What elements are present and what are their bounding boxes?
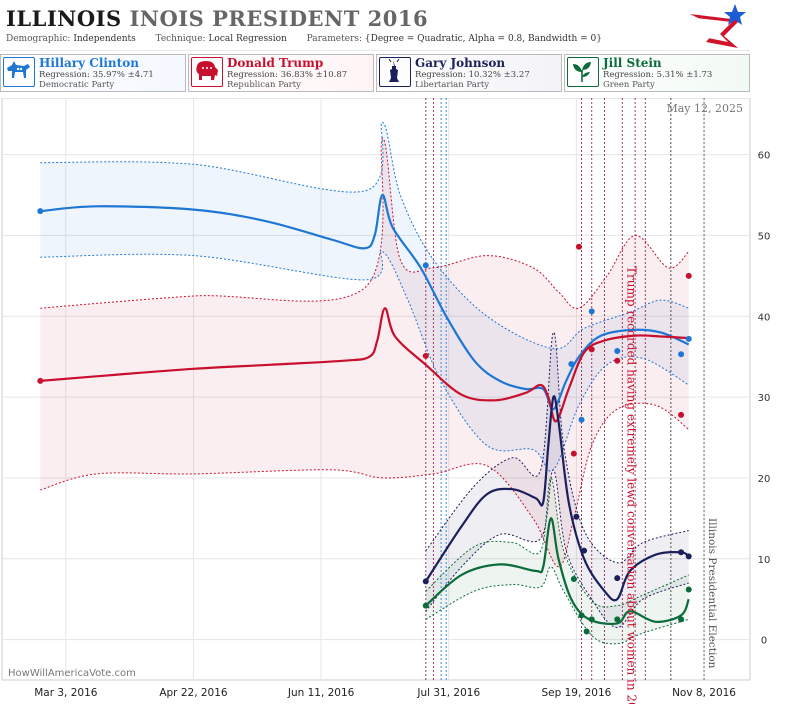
poll-point xyxy=(570,450,577,457)
candidate-name: Hillary Clinton xyxy=(39,56,139,70)
candidate-name: Jill Stein xyxy=(603,56,662,70)
upper-band-edge xyxy=(40,121,689,350)
legend-candidate-stein[interactable]: Jill Stein Regression: 5.31% ±1.73 Green… xyxy=(564,54,750,92)
annotation-election: Illinois Presidential Election xyxy=(706,518,718,669)
y-tick-label: 30 xyxy=(758,393,771,404)
poll-point xyxy=(588,308,595,315)
poll-point xyxy=(578,416,585,423)
parameters-key: Parameters: xyxy=(306,34,363,44)
poll-point xyxy=(422,602,429,609)
upper-band-edge xyxy=(425,331,689,564)
candidate-party: Republican Party xyxy=(227,80,301,90)
x-tick-label: Sep 19, 2016 xyxy=(541,687,611,699)
donkey-icon xyxy=(3,57,35,87)
legend-candidate-clinton[interactable]: Hillary Clinton Regression: 35.97% ±4.71… xyxy=(0,54,186,92)
x-tick-label: Apr 22, 2016 xyxy=(159,687,228,699)
plot-frame xyxy=(1,97,751,681)
poll-point xyxy=(614,616,621,623)
technique-value: Local Regression xyxy=(208,34,287,44)
x-tick-label: Jul 31, 2016 xyxy=(416,687,480,699)
candidate-name: Gary Johnson xyxy=(415,56,506,70)
demographic-value: Independents xyxy=(73,34,136,44)
x-tick-label: Nov 8, 2016 xyxy=(672,687,736,699)
poll-point xyxy=(588,346,595,353)
poll-point xyxy=(678,616,685,623)
trend-line xyxy=(424,395,690,602)
poll-point xyxy=(588,616,595,623)
candidate-party: Democratic Party xyxy=(39,80,115,90)
confidence-band xyxy=(40,138,689,567)
upper-band-edge xyxy=(40,137,690,310)
y-tick-label: 40 xyxy=(758,312,771,323)
plant-icon xyxy=(567,57,599,87)
poll-point xyxy=(568,360,575,367)
x-tick-label: Jun 11, 2016 xyxy=(287,687,355,699)
confidence-band xyxy=(425,477,689,644)
poll-point xyxy=(678,411,685,418)
trend-line xyxy=(40,193,690,411)
candidate-party: Green Party xyxy=(603,80,655,90)
y-tick-label: 10 xyxy=(758,555,771,566)
y-tick-label: 50 xyxy=(758,231,771,242)
poll-point xyxy=(583,628,590,635)
parameters-line: Demographic: Independents Technique: Loc… xyxy=(6,34,602,44)
candidate-regression: Regression: 10.32% ±3.27 xyxy=(415,70,530,80)
poll-point xyxy=(578,612,585,619)
y-tick-label: 20 xyxy=(758,474,771,485)
page-title: ILLINOIS INOIS PRESIDENT 2016 xyxy=(6,6,428,31)
poll-point xyxy=(614,575,621,582)
parameters-value: {Degree = Quadratic, Alpha = 0.8, Bandwi… xyxy=(364,34,602,44)
poll-point xyxy=(422,262,429,269)
star-flag-logo-icon[interactable] xyxy=(688,2,748,48)
candidate-party: Libertarian Party xyxy=(415,80,490,90)
poll-point xyxy=(678,549,685,556)
confidence-band xyxy=(425,332,689,628)
lower-band-edge xyxy=(40,402,689,568)
title-state: ILLINOIS xyxy=(6,6,122,31)
poll-point xyxy=(422,578,429,585)
poll-point xyxy=(685,586,692,593)
y-tick-label: 60 xyxy=(758,151,771,162)
candidate-regression: Regression: 36.83% ±10.87 xyxy=(227,70,348,80)
poll-point xyxy=(614,348,621,355)
elephant-icon xyxy=(191,57,223,87)
poll-regression-chart: 0 10 20 30 40 50 60 Mar 3, 2016 Apr 22, 2016 Jun … xyxy=(1,97,771,708)
candidate-name: Donald Trump xyxy=(227,56,324,70)
current-date-label: May 12, 2025 xyxy=(666,102,743,115)
y-tick-label: 0 xyxy=(761,636,767,647)
legend-candidate-trump[interactable]: Donald Trump Regression: 36.83% ±10.87 R… xyxy=(188,54,374,92)
legend-candidate-johnson[interactable]: Gary Johnson Regression: 10.32% ±3.27 Li… xyxy=(376,54,562,92)
trend-line xyxy=(40,307,689,423)
title-race: INOIS PRESIDENT 2016 xyxy=(129,6,429,31)
poll-point xyxy=(678,351,685,358)
demographic-key: Demographic: xyxy=(6,34,71,44)
liberty-statue-icon xyxy=(379,57,411,87)
poll-point xyxy=(37,208,44,215)
candidate-regression: Regression: 35.97% ±4.71 xyxy=(39,70,154,80)
technique-key: Technique: xyxy=(155,34,206,44)
x-tick-label: Mar 3, 2016 xyxy=(34,687,98,699)
poll-point xyxy=(570,575,577,582)
annotation-lewd-tape: Trump recorded having extremely lewd con… xyxy=(624,266,638,704)
candidate-regression: Regression: 5.31% ±1.73 xyxy=(603,70,713,80)
poll-point xyxy=(422,352,429,359)
lower-band-edge xyxy=(425,566,689,645)
trend-line xyxy=(425,517,690,626)
poll-point xyxy=(685,335,692,342)
poll-point xyxy=(685,553,692,560)
poll-point xyxy=(573,513,580,520)
poll-point xyxy=(685,272,692,279)
upper-band-edge xyxy=(425,477,689,608)
watermark: HowWillAmericaVote.com xyxy=(8,668,136,679)
chart-area: 0 10 20 30 40 50 60 Mar 3, 2016 Apr 22, 2016 Jun … xyxy=(0,97,787,708)
poll-point xyxy=(581,547,588,554)
poll-point xyxy=(37,377,44,384)
poll-point xyxy=(614,357,621,364)
poll-point xyxy=(575,243,582,250)
chart-header: ILLINOIS INOIS PRESIDENT 2016 Demographi… xyxy=(0,0,750,51)
